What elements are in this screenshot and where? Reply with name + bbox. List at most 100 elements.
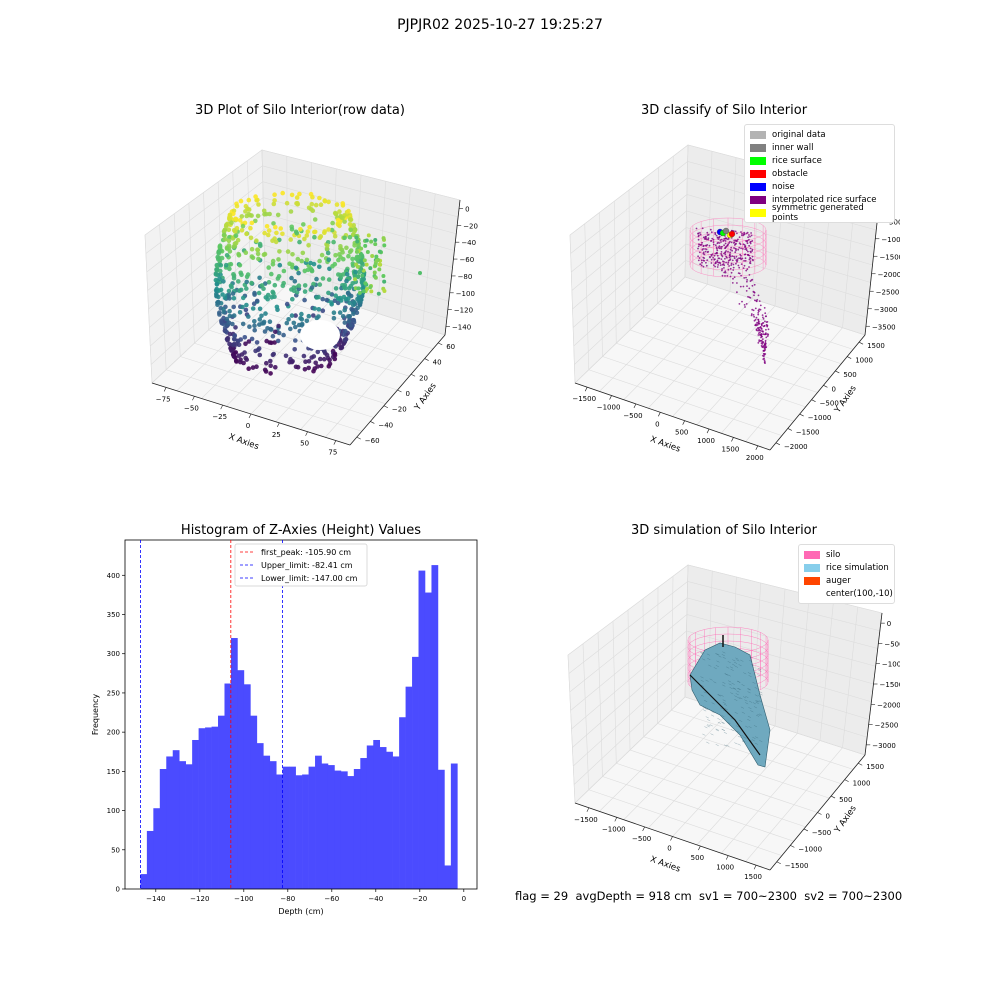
- raw-data-point: [296, 322, 302, 328]
- classify-x-tick-label: 1000: [697, 437, 715, 445]
- raw-z-tick-label: 0: [465, 205, 469, 213]
- raw-data-point: [239, 352, 245, 357]
- raw-data-point: [354, 310, 360, 315]
- interpolated-rice-point: [761, 338, 764, 341]
- interpolated-rice-point: [705, 244, 708, 247]
- interpolated-rice-point: [747, 250, 749, 253]
- raw-data-point: [222, 228, 227, 233]
- raw-data-point: [214, 293, 219, 299]
- interpolated-rice-point: [761, 314, 764, 316]
- raw-data-point: [246, 366, 251, 371]
- interpolated-rice-point: [751, 250, 753, 252]
- interpolated-rice-point: [754, 299, 756, 302]
- rice-surface-mesh: [715, 728, 719, 731]
- raw-data-point: [245, 206, 250, 211]
- interpolated-rice-point: [744, 248, 747, 251]
- raw-data-point: [302, 367, 308, 372]
- raw-data-point: [322, 356, 327, 362]
- interpolated-rice-point: [740, 258, 743, 261]
- raw-data-point: [217, 312, 222, 317]
- raw-data-point: [256, 346, 262, 351]
- raw-data-point: [309, 285, 315, 290]
- raw-data-point: [215, 300, 220, 305]
- raw-data-point: [316, 307, 322, 312]
- interpolated-rice-point: [724, 237, 727, 240]
- interpolated-rice-point: [726, 275, 729, 277]
- raw-data-point: [232, 354, 237, 360]
- raw-data-point: [348, 322, 354, 328]
- raw-x-tick-label: 75: [328, 449, 337, 455]
- sim-y-tick-label: −1500: [785, 862, 809, 870]
- histogram-title: Histogram of Z-Axies (Height) Values: [180, 523, 422, 538]
- interpolated-rice-point: [724, 247, 727, 249]
- interpolated-rice-point: [727, 250, 729, 253]
- interpolated-rice-point: [701, 261, 703, 264]
- rice-surface-mesh: [739, 719, 743, 722]
- histogram-y-tick-label: 150: [107, 768, 120, 776]
- histogram-y-tick-label: 50: [111, 846, 120, 854]
- rice-surface-mesh: [720, 694, 724, 697]
- interpolated-rice-point: [715, 251, 718, 254]
- rice-surface-mesh: [752, 737, 756, 739]
- interpolated-rice-point: [740, 247, 742, 250]
- raw-y-tick-label: −60: [365, 437, 380, 445]
- raw-data-point: [346, 319, 352, 324]
- rice-surface-mesh: [755, 702, 759, 704]
- raw-data-point: [273, 239, 279, 245]
- interpolated-rice-point: [759, 331, 761, 334]
- rice-surface-mesh: [734, 699, 738, 701]
- histogram-plot: −140 −120 −100 −80 −60 −40 −20 0 0 50 100 150 200 250…: [91, 539, 478, 916]
- raw-data-point: [269, 271, 274, 277]
- interpolated-rice-point: [764, 312, 767, 315]
- rice-surface-mesh: [730, 692, 734, 695]
- rice-surface-mesh: [728, 680, 732, 683]
- raw-data-point: [324, 297, 330, 303]
- classify-plot-title: 3D classify of Silo Interior: [640, 103, 808, 118]
- classify-x-tick: [682, 420, 685, 425]
- interpolated-rice-point: [758, 321, 760, 323]
- raw-data-point: [244, 213, 249, 219]
- raw-data-point: [230, 291, 236, 296]
- raw-data-point: [312, 229, 317, 235]
- classify-y-tick-label: −1500: [796, 428, 820, 436]
- sim-z-tick-label: −3000: [872, 742, 896, 750]
- rice-surface-mesh: [755, 714, 760, 717]
- interpolated-rice-point: [699, 244, 702, 246]
- raw-3d-plot: −75 −50 −25 0 25 50 75 60 40 20 0 −20 −40 −60 0 −20 −40 −…: [144, 149, 478, 455]
- raw-data-point: [267, 319, 273, 324]
- raw-data-point: [259, 283, 265, 288]
- raw-data-point: [340, 215, 345, 221]
- histogram-bar: [243, 684, 251, 889]
- raw-data-point: [305, 267, 311, 273]
- interpolated-rice-point: [757, 322, 760, 325]
- rice-surface-mesh: [747, 672, 752, 675]
- interpolated-rice-point: [740, 263, 743, 265]
- rice-surface-mesh: [728, 683, 732, 686]
- interpolated-rice-point: [716, 259, 719, 262]
- raw-data-point: [344, 272, 350, 277]
- raw-z-tick-label: −60: [459, 256, 474, 264]
- rice-surface-mesh: [730, 668, 734, 671]
- classify-y-tick: [787, 428, 792, 431]
- raw-data-point: [257, 317, 263, 322]
- rice-surface-edge: [689, 674, 761, 756]
- raw-data-point: [227, 266, 232, 272]
- raw-data-point: [247, 324, 252, 329]
- raw-data-point: [299, 258, 304, 264]
- raw-data-point: [251, 301, 257, 306]
- raw-data-point: [327, 357, 332, 363]
- interpolated-rice-point: [733, 247, 735, 249]
- interpolated-rice-point: [697, 235, 700, 238]
- interpolated-rice-point: [762, 345, 765, 347]
- legend-item: original data: [750, 128, 889, 141]
- rice-surface-mesh: [735, 693, 739, 696]
- sim-grid-line: [642, 598, 645, 737]
- interpolated-rice-point: [736, 282, 738, 284]
- interpolated-rice-point: [715, 246, 718, 249]
- rice-surface-mesh: [722, 681, 726, 684]
- interpolated-rice-point: [710, 231, 713, 234]
- raw-data-point: [244, 231, 249, 237]
- interpolated-rice-point: [764, 343, 767, 345]
- interpolated-rice-point: [766, 335, 769, 337]
- classify-x-tick: [731, 437, 734, 442]
